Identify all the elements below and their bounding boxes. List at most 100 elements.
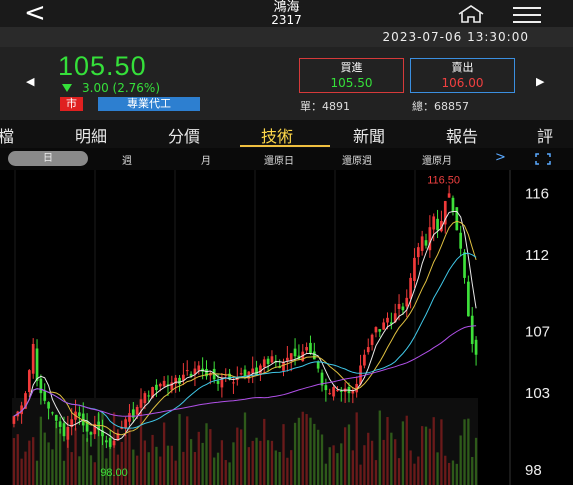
previous-stock-arrow-icon[interactable]: ◀ <box>26 75 35 88</box>
volume-bar <box>343 427 347 485</box>
bid-label: 買進 <box>340 61 363 74</box>
next-period-icon[interactable]: > <box>495 150 506 165</box>
volume-bar <box>89 455 93 485</box>
volume-bar <box>124 434 127 485</box>
volume-bar <box>239 429 243 485</box>
volume-bar <box>32 437 35 485</box>
candle-body <box>359 365 362 385</box>
volume-bar <box>147 452 150 485</box>
volume-bar <box>201 442 204 485</box>
volume-bar <box>413 463 416 485</box>
candle-body <box>289 353 293 361</box>
volume-bar <box>247 447 251 485</box>
candle-body <box>397 304 401 309</box>
volume-bar <box>370 440 374 485</box>
volume-bar <box>305 414 308 485</box>
period-day[interactable]: 日 <box>8 151 88 166</box>
tab-technical[interactable]: 技術 <box>261 127 294 146</box>
volume-bar <box>363 445 366 485</box>
tab-details[interactable]: 明細 <box>75 127 108 146</box>
volume-bar <box>471 456 474 485</box>
tab-price-distribution[interactable]: 分價 <box>168 127 201 146</box>
tab-news[interactable]: 新聞 <box>353 127 386 146</box>
category-tag[interactable]: 專業代工 <box>98 97 200 111</box>
volume-bar <box>213 457 216 485</box>
stock-code: 2317 <box>271 13 302 27</box>
candle-body <box>405 297 409 307</box>
candle-body <box>51 412 54 414</box>
volume-bar <box>224 460 227 485</box>
candle-body <box>293 348 297 357</box>
home-icon[interactable] <box>456 4 486 24</box>
volume-bar <box>355 412 358 485</box>
candle-body <box>232 382 235 384</box>
candle-body <box>432 216 436 230</box>
volume-bar <box>440 419 443 485</box>
volume-bar <box>186 416 189 485</box>
y-axis-tick-label: 107 <box>525 324 550 341</box>
tab-ratings[interactable]: 評 <box>537 127 554 146</box>
period-week[interactable]: 週 <box>122 156 132 167</box>
single-volume: 單：4891 <box>300 100 350 113</box>
candle-body <box>374 327 378 333</box>
volume-bar <box>66 437 69 485</box>
candle-body <box>62 423 66 437</box>
chevron-left-icon[interactable]: < <box>24 0 46 28</box>
tab-reports[interactable]: 報告 <box>446 127 479 146</box>
bid-button[interactable]: 買進 105.50 <box>299 58 404 93</box>
candle-body <box>189 373 193 377</box>
candle-body <box>247 371 251 379</box>
candle-body <box>251 368 255 374</box>
volume-bar <box>43 432 46 485</box>
candle-body <box>31 343 35 374</box>
active-tab-indicator <box>240 145 330 147</box>
period-month[interactable]: 月 <box>201 156 211 167</box>
candle-body <box>58 421 62 427</box>
volume-bar <box>162 422 166 485</box>
candle-body <box>474 339 478 355</box>
volume-bar <box>444 455 447 485</box>
candle-body <box>351 390 355 394</box>
candle-body <box>266 358 270 364</box>
volume-bar <box>347 424 351 485</box>
volume-bar <box>20 458 23 485</box>
volume-bar <box>270 440 274 485</box>
period-adjusted-day[interactable]: 還原日 <box>264 156 294 167</box>
candle-body <box>463 252 466 278</box>
volume-bar <box>432 417 435 485</box>
candle-body <box>401 306 405 311</box>
candle-body <box>101 430 104 437</box>
period-adjusted-month[interactable]: 還原月 <box>422 156 452 167</box>
volume-bar <box>313 423 316 485</box>
candle-body <box>378 329 382 332</box>
volume-bar <box>174 460 177 485</box>
volume-bar <box>409 450 412 485</box>
volume-bar <box>278 451 281 485</box>
volume-bar <box>336 453 339 485</box>
hamburger-menu-icon[interactable] <box>513 7 541 23</box>
volume-bar <box>136 455 139 485</box>
candle-body <box>170 382 174 390</box>
candlestick-chart[interactable]: 116 112 107 103 98 116.50 98.00 <box>0 170 573 485</box>
ask-label: 賣出 <box>451 61 474 74</box>
candle-body <box>366 347 370 353</box>
ask-button[interactable]: 賣出 106.00 <box>410 58 515 93</box>
fullscreen-icon[interactable] <box>535 153 551 165</box>
moving-average-line <box>13 325 477 417</box>
candle-body <box>428 227 432 251</box>
next-stock-arrow-icon[interactable]: ▶ <box>536 75 545 88</box>
candle-body <box>332 387 335 397</box>
volume-bar <box>70 452 73 485</box>
candle-body <box>197 365 201 371</box>
period-adjusted-week[interactable]: 還原週 <box>342 156 372 167</box>
volume-bar <box>455 463 458 485</box>
volume-bar <box>220 440 224 485</box>
candle-body <box>166 384 170 386</box>
volume-bar <box>197 431 200 485</box>
tab-file[interactable]: 檔 <box>0 127 15 146</box>
candle-body <box>182 374 185 381</box>
volume-bar <box>189 439 193 485</box>
candle-body <box>443 201 447 225</box>
volume-bar <box>405 415 408 485</box>
candle-body <box>151 387 154 398</box>
